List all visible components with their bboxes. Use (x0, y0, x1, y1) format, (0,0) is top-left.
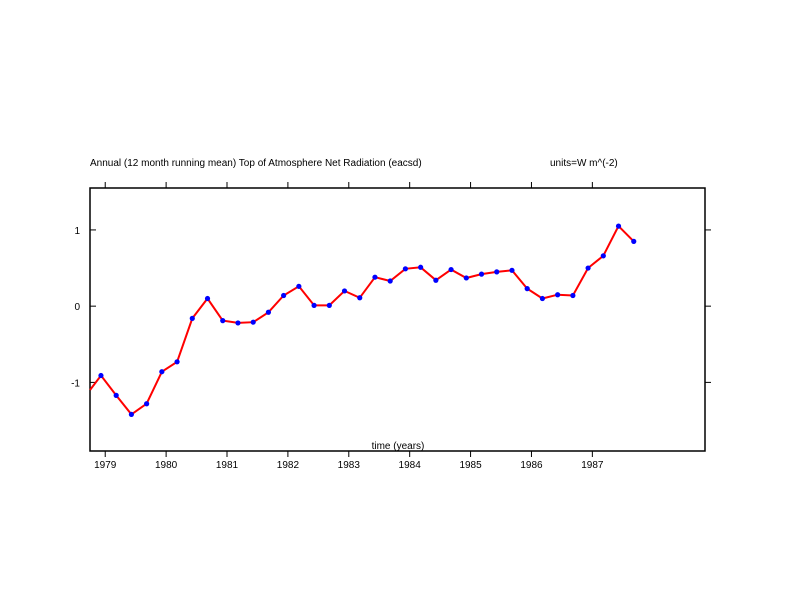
data-point (113, 392, 119, 398)
data-point (204, 295, 211, 302)
data-point (418, 264, 424, 270)
chart-title: Annual (12 month running mean) Top of At… (90, 158, 422, 169)
data-point (159, 369, 165, 375)
x-axis-label: time (years) (372, 441, 425, 452)
data-point (98, 372, 104, 379)
data-point (631, 238, 637, 244)
x-tick-label: 1984 (399, 460, 422, 471)
x-tick-label: 1980 (155, 460, 178, 471)
data-point (265, 309, 272, 315)
data-point (585, 265, 591, 271)
data-point (478, 271, 485, 277)
data-point (463, 275, 469, 281)
data-point (281, 292, 287, 299)
data-point (600, 253, 606, 259)
data-point (174, 359, 180, 365)
x-tick-label: 1983 (338, 460, 361, 471)
data-point (311, 302, 317, 308)
data-point (357, 295, 363, 301)
data-point (615, 223, 622, 229)
x-tick-label: 1986 (520, 460, 543, 471)
data-point (189, 315, 195, 321)
data-point (235, 320, 241, 326)
x-tick-label: 1987 (581, 460, 604, 471)
data-point (402, 266, 409, 272)
x-tick-label: 1985 (459, 460, 482, 471)
data-point (387, 278, 393, 284)
data-point (539, 295, 546, 302)
plot-frame (89, 187, 706, 452)
data-point (509, 267, 515, 273)
data-point (220, 318, 226, 324)
data-point (524, 286, 530, 292)
x-tick-label: 1982 (277, 460, 300, 471)
data-point (433, 277, 439, 283)
y-tick-label: 1 (74, 226, 80, 237)
data-point (555, 292, 561, 298)
data-point (250, 319, 256, 325)
data-point (372, 274, 378, 280)
data-point (296, 283, 302, 289)
data-point (448, 266, 454, 273)
data-point (128, 411, 135, 418)
series-line (89, 224, 635, 416)
data-point (341, 288, 348, 294)
data-point (570, 292, 576, 299)
data-point (326, 302, 332, 308)
x-tick-label: 1981 (216, 460, 239, 471)
data-point (144, 401, 150, 407)
x-tick-label: 1979 (94, 460, 117, 471)
units-label: units=W m^(-2) (550, 158, 618, 169)
y-tick-label: 0 (74, 302, 80, 313)
y-tick-label: -1 (71, 378, 80, 389)
data-point (494, 269, 500, 275)
